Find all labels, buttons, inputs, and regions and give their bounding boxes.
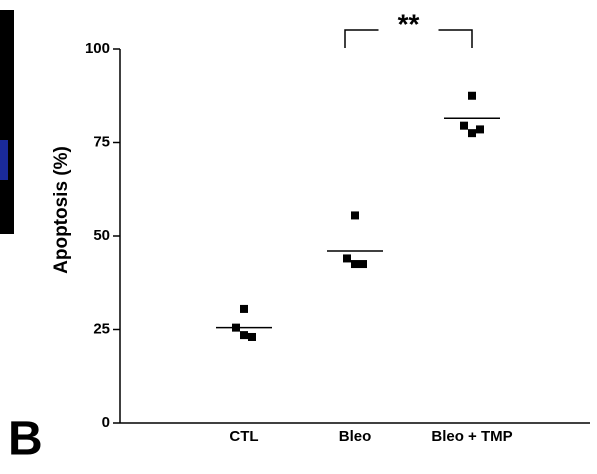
y-tick-label: 0 (102, 414, 110, 431)
page: {"chart_data": {"type": "scatter", "pane… (0, 0, 597, 474)
panel-label: B (8, 413, 43, 466)
data-point (359, 260, 367, 268)
x-tick-label: Bleo (339, 428, 372, 445)
data-point (343, 254, 351, 262)
x-tick-label: CTL (229, 428, 258, 445)
data-point (460, 122, 468, 130)
y-tick-label: 75 (93, 133, 110, 150)
y-axis-label: Apoptosis (%) (51, 146, 72, 274)
significance-label: ** (398, 8, 420, 39)
adjacent-panel-edge (0, 10, 14, 234)
data-point (468, 92, 476, 100)
data-point (476, 125, 484, 133)
y-tick-label: 25 (93, 320, 110, 337)
chart: B Apoptosis (%) 0 25 50 75 100 CTL Bleo Bleo + … (0, 0, 597, 474)
data-point (351, 211, 359, 219)
data-point (468, 129, 476, 137)
adjacent-panel-edge (0, 140, 8, 180)
y-tick-label: 50 (93, 227, 110, 244)
data-point (248, 333, 256, 341)
data-point (351, 260, 359, 268)
x-tick-label: Bleo + TMP (431, 428, 512, 445)
data-point (240, 305, 248, 313)
data-point (240, 331, 248, 339)
y-tick-label: 100 (85, 40, 110, 57)
